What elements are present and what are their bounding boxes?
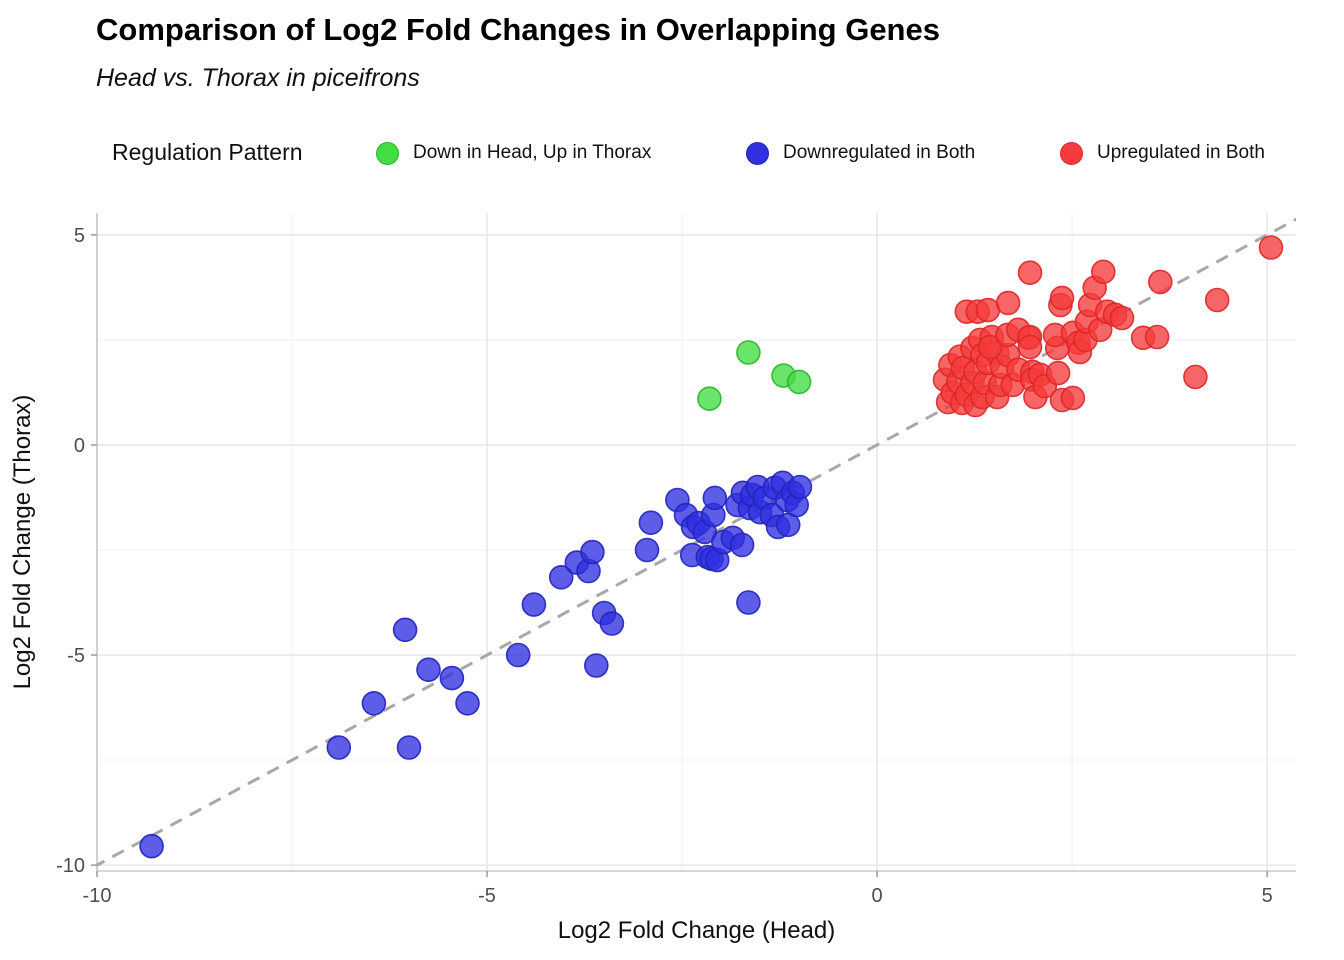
data-point-upregulated-in-both	[1183, 364, 1208, 390]
x-axis-title: Log2 Fold Change (Head)	[558, 917, 836, 944]
data-point-upregulated-in-both	[1148, 269, 1173, 295]
data-point-downregulated-in-both	[392, 617, 418, 643]
y-tick-label: -10	[56, 855, 85, 877]
data-point-downregulated-in-both	[634, 537, 660, 563]
legend-item-downregulated-both: Downregulated in Both	[746, 136, 975, 170]
data-point-upregulated-in-both	[977, 334, 1003, 360]
legend-swatch-red-icon	[1060, 141, 1083, 165]
legend-item-down-head-up-thorax: Down in Head, Up in Thorax	[376, 136, 651, 170]
data-point-downregulated-in-both	[787, 474, 813, 500]
data-point-downregulated-in-both	[505, 642, 531, 668]
legend: Regulation Pattern Down in Head, Up in T…	[0, 136, 1344, 170]
data-point-downregulated-in-both	[326, 735, 352, 760]
x-tick-label: 0	[872, 885, 883, 907]
data-point-down-in-head-up-in-thorax	[736, 340, 761, 365]
data-point-downregulated-in-both	[396, 735, 422, 760]
legend-title: Regulation Pattern	[112, 139, 303, 165]
chart-title: Comparison of Log2 Fold Changes in Overl…	[96, 12, 940, 47]
data-point-downregulated-in-both	[580, 539, 605, 565]
legend-swatch-blue-icon	[746, 141, 769, 165]
data-point-upregulated-in-both	[1091, 259, 1116, 285]
data-point-upregulated-in-both	[995, 290, 1021, 316]
data-point-upregulated-in-both	[1017, 260, 1043, 286]
data-point-downregulated-in-both	[139, 833, 164, 859]
y-axis-title: Log2 Fold Change (Thorax)	[9, 395, 36, 690]
y-tick-label: 5	[74, 225, 85, 247]
data-point-downregulated-in-both	[361, 690, 387, 716]
legend-label: Down in Head, Up in Thorax	[413, 142, 652, 163]
x-tick-label: 5	[1262, 885, 1273, 907]
data-point-upregulated-in-both	[1049, 285, 1075, 311]
data-point-downregulated-in-both	[729, 532, 755, 558]
y-tick-label: 0	[74, 435, 85, 457]
data-point-downregulated-in-both	[521, 592, 547, 617]
data-point-upregulated-in-both	[1045, 360, 1071, 386]
data-point-down-in-head-up-in-thorax	[697, 386, 722, 412]
legend-label: Upregulated in Both	[1097, 142, 1265, 163]
legend-item-upregulated-both: Upregulated in Both	[1060, 136, 1265, 170]
x-tick-label: -10	[83, 885, 112, 907]
data-point-downregulated-in-both	[583, 653, 609, 678]
data-point-upregulated-in-both	[1109, 305, 1135, 331]
legend-label: Downregulated in Both	[783, 142, 976, 163]
data-point-down-in-head-up-in-thorax	[786, 369, 812, 395]
y-tick-label: -5	[67, 645, 85, 667]
data-point-downregulated-in-both	[599, 611, 625, 636]
data-point-downregulated-in-both	[702, 485, 728, 511]
data-point-upregulated-in-both	[1017, 334, 1043, 360]
data-point-downregulated-in-both	[638, 510, 664, 536]
data-point-downregulated-in-both	[439, 665, 465, 691]
data-point-downregulated-in-both	[416, 657, 441, 683]
data-point-downregulated-in-both	[548, 564, 574, 590]
data-point-upregulated-in-both	[1144, 324, 1170, 350]
data-point-upregulated-in-both	[1060, 385, 1086, 411]
data-point-downregulated-in-both	[455, 690, 480, 716]
data-point-downregulated-in-both	[736, 590, 761, 615]
data-point-upregulated-in-both	[1258, 235, 1284, 260]
legend-swatch-green-icon	[376, 141, 399, 165]
chart-subtitle: Head vs. Thorax in piceifrons	[96, 64, 420, 92]
x-tick-label: -5	[478, 885, 496, 907]
data-point-upregulated-in-both	[1204, 287, 1230, 313]
